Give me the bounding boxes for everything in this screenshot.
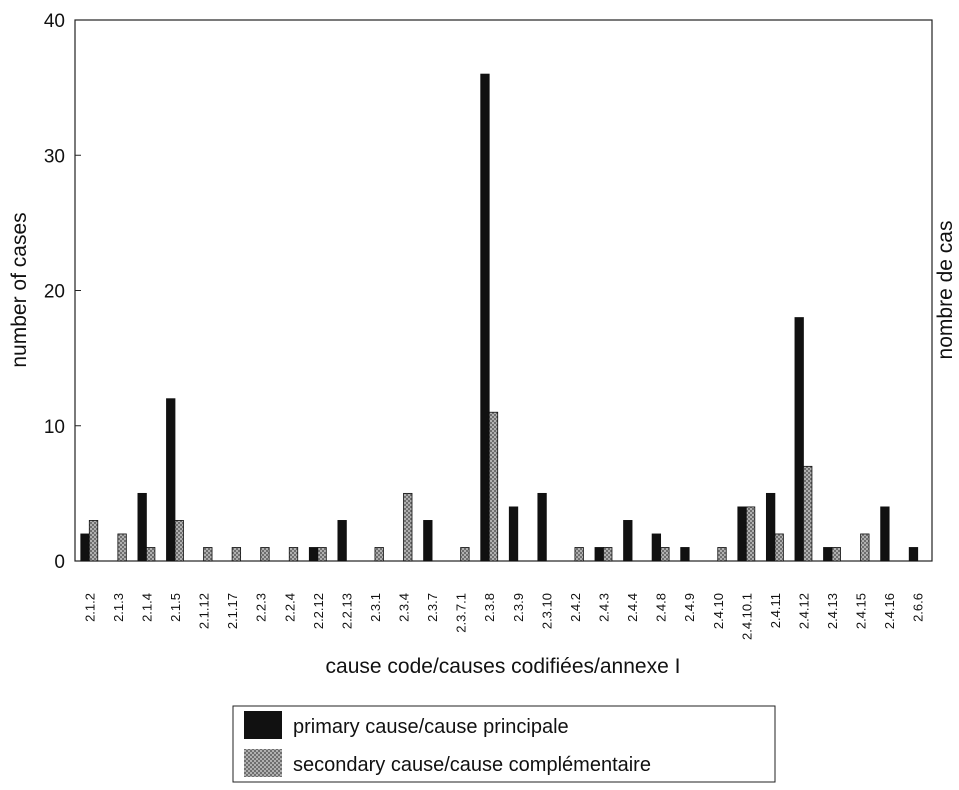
bar-primary	[537, 492, 547, 562]
y-tick-label: 10	[44, 417, 65, 438]
x-tick-label: 2.4.13	[825, 593, 840, 629]
bars	[80, 73, 919, 562]
x-tick-label: 2.4.16	[882, 593, 897, 629]
bar-primary	[594, 547, 604, 562]
y-tick-label: 40	[44, 11, 65, 32]
x-tick-label: 2.3.1	[368, 593, 383, 622]
x-tick-label: 2.4.3	[596, 593, 611, 622]
x-tick-label: 2.3.7	[425, 593, 440, 622]
x-tick-label: 2.4.10	[711, 593, 726, 629]
bar-secondary	[803, 465, 813, 562]
x-tick-label: 2.4.9	[682, 593, 697, 622]
bar-secondary	[260, 547, 270, 562]
bar-secondary	[288, 547, 299, 562]
x-tick-label: 2.2.13	[339, 593, 354, 629]
y-tick-label: 20	[44, 282, 65, 303]
x-tick-label: 2.1.17	[225, 593, 240, 629]
x-tick-label: 2.4.15	[854, 593, 869, 629]
bar-primary	[680, 547, 690, 562]
x-axis-tick-labels: 2.1.2 2.1.3 2.1.4 2.1.5 2.1.12 2.1.17 2.2.3 2.2…	[82, 593, 925, 640]
x-tick-label: 2.3.4	[397, 593, 412, 622]
y-tick-label: 30	[44, 146, 65, 167]
bar-secondary	[660, 547, 670, 562]
bar-secondary	[317, 547, 327, 562]
x-tick-label: 2.3.10	[539, 593, 554, 629]
bar-primary	[137, 492, 147, 562]
bar-secondary	[117, 533, 127, 562]
legend-swatch-primary	[244, 711, 282, 739]
bar-secondary	[403, 492, 413, 562]
x-tick-label: 2.4.12	[796, 593, 811, 629]
bar-secondary	[460, 547, 470, 562]
bar-secondary	[574, 547, 584, 562]
x-tick-label: 2.4.2	[568, 593, 583, 622]
bar-primary	[423, 520, 433, 562]
x-tick-label: 2.1.12	[197, 593, 212, 629]
bar-primary	[880, 506, 890, 562]
bar-secondary	[174, 520, 184, 562]
y-tick-label: 0	[54, 552, 65, 573]
bar-secondary	[374, 547, 384, 562]
bar-secondary	[831, 547, 841, 562]
legend: primary cause/cause principale secondary…	[232, 705, 776, 783]
bar-secondary	[603, 547, 613, 562]
bar-secondary	[774, 533, 784, 562]
x-tick-label: 2.1.3	[111, 593, 126, 622]
x-tick-label: 2.2.4	[282, 593, 297, 622]
bar-secondary	[745, 506, 756, 562]
bar-primary	[823, 547, 833, 562]
x-tick-label: 2.1.2	[82, 593, 97, 622]
bar-secondary	[488, 411, 499, 562]
bar-primary	[908, 547, 919, 562]
x-tick-label: 2.4.8	[654, 593, 669, 622]
x-tick-label: 2.6.6	[911, 593, 926, 622]
bar-primary	[80, 533, 90, 562]
x-axis-label: cause code/causes codifiées/annexe I	[326, 655, 681, 678]
legend-label-primary: primary cause/cause principale	[293, 716, 569, 738]
x-tick-label: 2.4.10.1	[739, 593, 754, 640]
bar-primary	[737, 506, 747, 562]
x-tick-label: 2.2.3	[254, 593, 269, 622]
bar-secondary	[88, 520, 99, 562]
x-tick-label: 2.3.8	[482, 593, 497, 622]
bar-primary	[794, 317, 804, 562]
x-tick-label: 2.2.12	[311, 593, 326, 629]
x-tick-label: 2.3.9	[511, 593, 526, 622]
bar-secondary	[231, 547, 242, 562]
bar-secondary	[146, 547, 156, 562]
y-axis-ticks: 0 10 20 30 40	[44, 11, 81, 573]
bar-primary	[765, 492, 776, 562]
bar-primary	[166, 398, 176, 562]
bar-primary	[623, 520, 633, 562]
x-tick-label: 2.4.11	[768, 593, 783, 628]
bar-primary	[508, 506, 519, 562]
y-axis-label-right: nombre de cas	[934, 221, 957, 360]
legend-swatch-secondary	[244, 749, 282, 777]
legend-label-secondary: secondary cause/cause complémentaire	[293, 754, 651, 776]
y-axis-label: number of cases	[8, 212, 31, 367]
bar-secondary	[717, 547, 727, 562]
bar-secondary	[203, 547, 213, 562]
bar-primary	[480, 73, 490, 562]
bar-primary	[651, 533, 662, 562]
x-tick-label: 2.3.7.1	[454, 593, 469, 633]
x-tick-label: 2.1.5	[168, 593, 183, 622]
legend-frame	[232, 705, 776, 783]
x-tick-label: 2.4.4	[625, 593, 640, 622]
bar-primary	[308, 547, 319, 562]
bar-secondary	[860, 533, 870, 562]
bar-primary	[337, 520, 347, 562]
x-tick-label: 2.1.4	[139, 593, 154, 622]
